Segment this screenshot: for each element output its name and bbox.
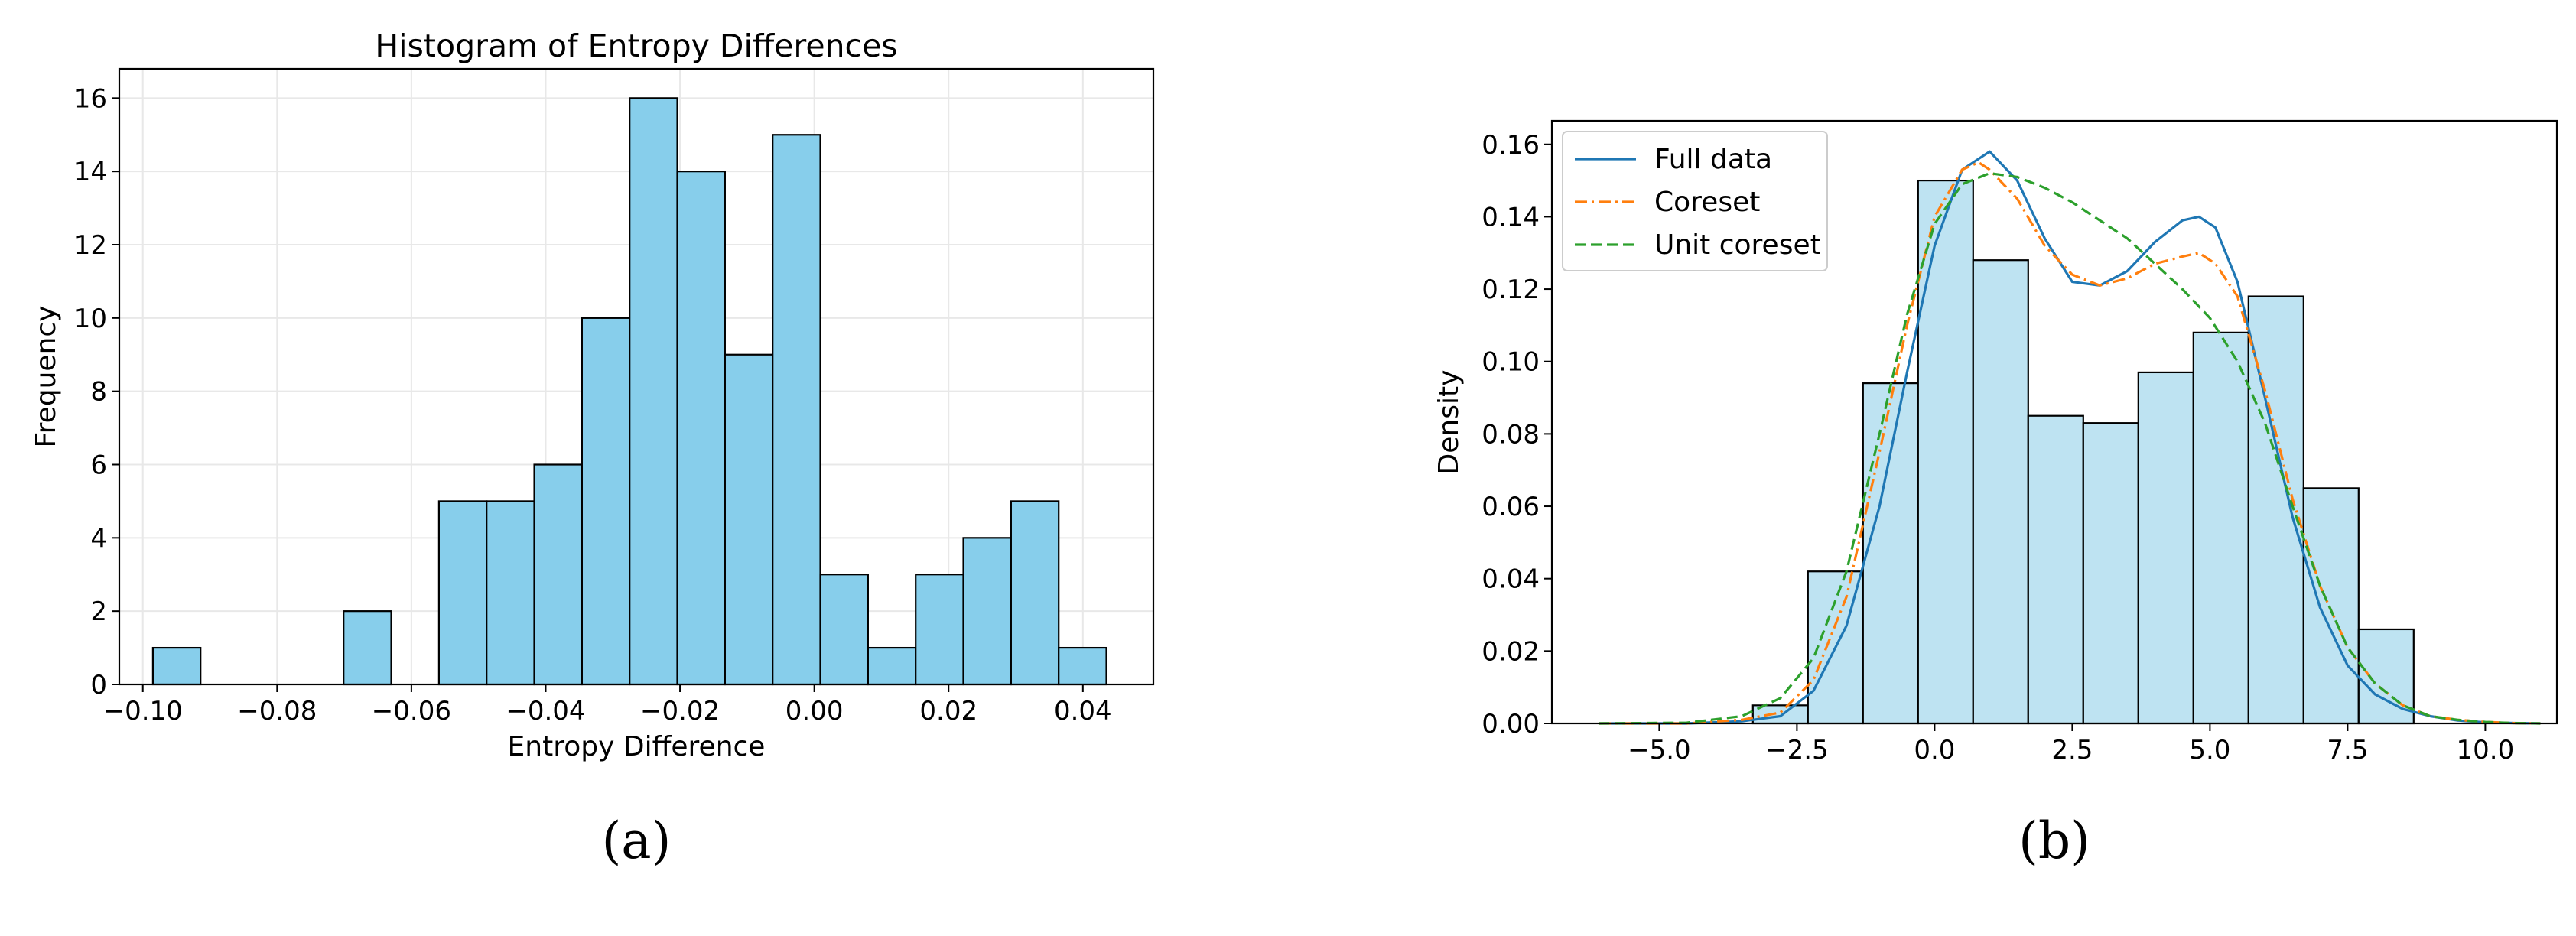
panel-a-histogram: −0.10 −0.08 −0.06 −0.04 −0.02 0.00 0.02 0.04 0 2 4… (31, 28, 1155, 870)
legend-label-full-data: Full data (1654, 144, 1772, 175)
x-tick-label: −5.0 (1628, 735, 1691, 765)
x-tick-label: 0.0 (1914, 735, 1955, 765)
x-tick-label: 0.04 (1054, 696, 1112, 726)
legend-label-coreset: Coreset (1654, 187, 1760, 218)
density-line-full-data (1599, 150, 2541, 725)
x-tick-label: 7.5 (2327, 735, 2368, 765)
y-tick-label: 14 (74, 157, 107, 187)
x-axis-label: Entropy Difference (508, 731, 766, 762)
histogram-bar-18 (1010, 500, 1060, 686)
x-tick-label: −0.10 (103, 696, 183, 726)
x-tick-label: −0.02 (640, 696, 720, 726)
y-tick-label: 0.02 (1482, 636, 1540, 667)
histogram-bar-10 (629, 97, 678, 686)
x-tick-label: −0.04 (506, 696, 585, 726)
density-line-unit-coreset (1599, 172, 2541, 725)
x-tick-label: 0.02 (919, 696, 977, 726)
histogram-bar-0 (151, 646, 202, 686)
y-tick-label: 10 (74, 304, 107, 334)
legend-box (1562, 131, 1828, 271)
legend-label-unit-coreset: Unit coreset (1654, 229, 1821, 261)
y-axis-label: Frequency (31, 306, 62, 448)
y-tick-label: 0.06 (1482, 492, 1540, 522)
histogram-bar-4 (343, 610, 392, 686)
y-tick-label: 4 (90, 523, 107, 554)
x-tick-label: −0.08 (237, 696, 317, 726)
histogram-bar-11 (676, 171, 726, 686)
histogram-bar-6 (2082, 422, 2139, 725)
histogram-bar-4 (1972, 259, 2029, 725)
y-tick-label: 12 (74, 230, 107, 261)
histogram-bar-8 (533, 463, 583, 686)
histogram-bar-12 (724, 353, 774, 686)
x-tick-label: 10.0 (2457, 735, 2515, 765)
x-tick-label: 2.5 (2051, 735, 2093, 765)
histogram-bar-7 (2137, 371, 2194, 725)
histogram-bar-11 (2357, 628, 2415, 725)
histogram-bar-17 (962, 537, 1012, 686)
x-tick-label: −2.5 (1765, 735, 1829, 765)
y-tick-label: 6 (90, 450, 107, 481)
histogram-bar-10 (2302, 487, 2360, 725)
histogram-bar-13 (772, 134, 821, 686)
histogram-bar-6 (437, 500, 488, 686)
histogram-bar-7 (486, 500, 535, 686)
panel-caption: (a) (602, 811, 672, 870)
y-tick-label: 0.14 (1482, 202, 1540, 232)
y-tick-label: 8 (90, 377, 107, 408)
y-axis-label: Density (1433, 370, 1465, 475)
x-tick-label: −0.06 (372, 696, 451, 726)
y-tick-label: 0.12 (1482, 275, 1540, 305)
y-tick-label: 2 (90, 596, 107, 627)
y-tick-label: 0.16 (1482, 130, 1540, 161)
panel-b-density: −5.0 −2.5 0.0 2.5 5.0 7.5 10.0 0.00 0.02 0.04 0.06… (1433, 119, 2558, 870)
y-tick-label: 0.10 (1482, 347, 1540, 378)
y-tick-label: 16 (74, 83, 107, 114)
y-tick-label: 0 (90, 670, 107, 700)
histogram-bar-8 (2192, 331, 2249, 725)
histogram-bar-9 (581, 317, 631, 686)
histogram-bar-5 (2027, 414, 2084, 725)
x-tick-label: 0.00 (785, 696, 844, 726)
histogram-bar-14 (819, 574, 869, 686)
chart-title: Histogram of Entropy Differences (375, 28, 897, 64)
histogram-bar-3 (1917, 179, 1974, 725)
axes-frame (1550, 119, 2558, 725)
panel-caption: (b) (2018, 811, 2090, 870)
axes-frame (118, 67, 1155, 686)
histogram-bar-15 (867, 646, 917, 686)
y-tick-label: 0.04 (1482, 564, 1540, 595)
histogram-bar-16 (915, 574, 964, 686)
y-tick-label: 0.00 (1482, 709, 1540, 739)
legend: Full data Coreset Unit coreset (1562, 131, 1828, 271)
x-tick-label: 5.0 (2189, 735, 2230, 765)
y-tick-label: 0.08 (1482, 419, 1540, 450)
histogram-bar-2 (1862, 382, 1919, 725)
histogram-bar-19 (1058, 646, 1107, 686)
